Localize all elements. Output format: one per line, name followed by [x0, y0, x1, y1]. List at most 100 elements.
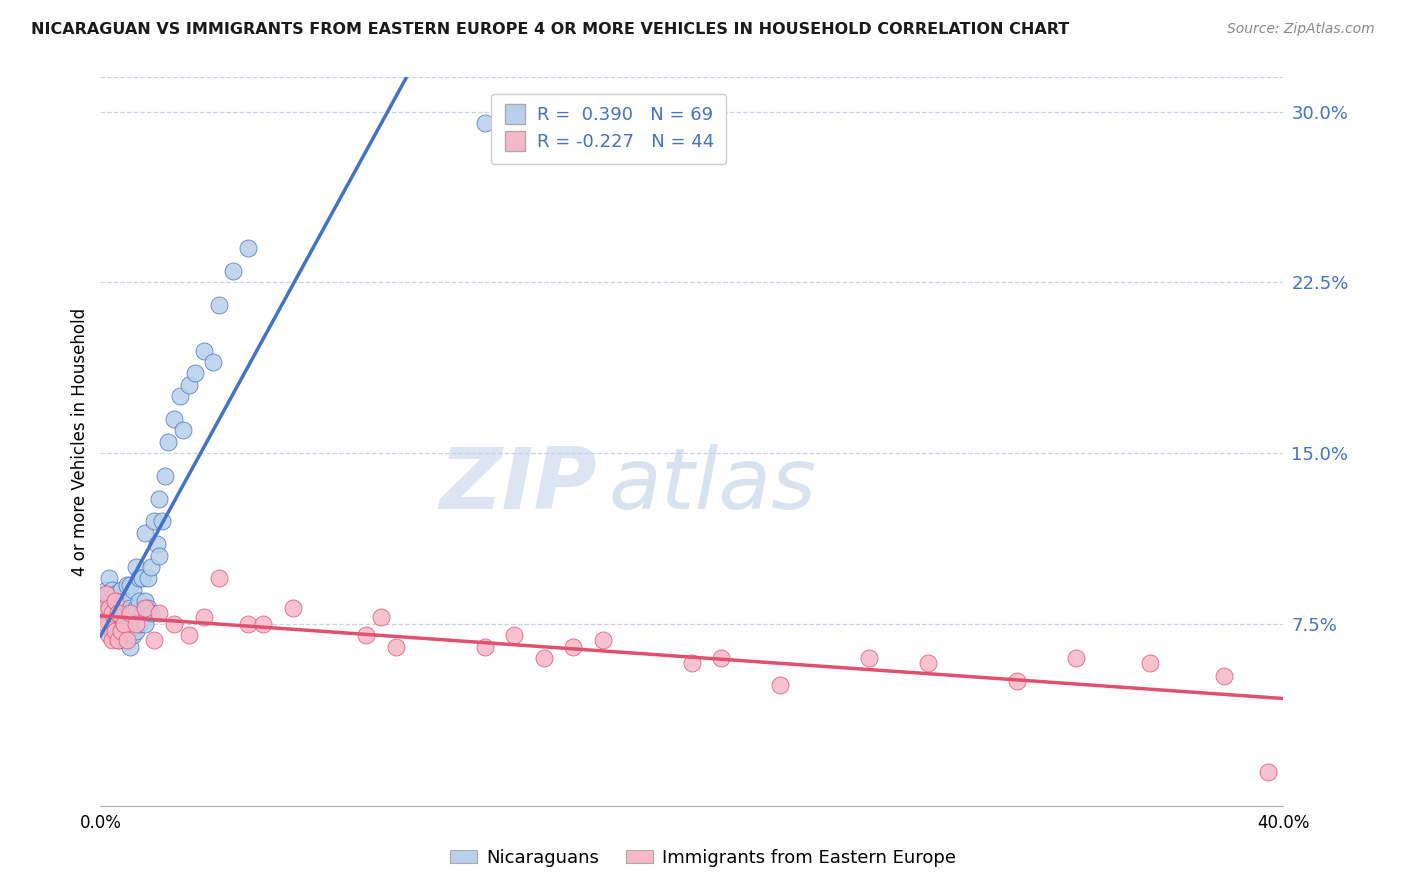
Point [122, 606, 145, 620]
Point [104, 601, 127, 615]
Text: ZIP: ZIP [440, 444, 598, 527]
Point [252, 616, 274, 631]
Point [98, 606, 121, 620]
Point [1257, 764, 1279, 779]
Point [562, 640, 585, 654]
Point [96, 616, 118, 631]
Point [110, 628, 132, 642]
Point [107, 606, 129, 620]
Point [101, 624, 124, 638]
Point [91, 606, 114, 620]
Point [155, 469, 177, 483]
Point [681, 656, 703, 670]
Point [134, 594, 156, 608]
Point [139, 560, 162, 574]
Point [115, 578, 138, 592]
Point [238, 616, 260, 631]
Point [125, 601, 148, 615]
Point [148, 549, 170, 563]
Point [177, 377, 200, 392]
Point [207, 571, 229, 585]
Point [98, 601, 121, 615]
Point [385, 640, 408, 654]
Point [101, 601, 124, 615]
Point [136, 601, 159, 615]
Point [110, 610, 132, 624]
Point [1139, 656, 1161, 670]
Point [163, 616, 186, 631]
Point [858, 651, 880, 665]
Point [104, 628, 127, 642]
Point [110, 582, 132, 597]
Point [118, 601, 141, 615]
Point [112, 594, 135, 608]
Point [125, 624, 148, 638]
Point [207, 298, 229, 312]
Point [101, 606, 124, 620]
Point [104, 587, 127, 601]
Point [1064, 651, 1087, 665]
Point [112, 632, 135, 647]
Point [125, 560, 148, 574]
Point [281, 601, 304, 615]
Point [917, 656, 939, 670]
Point [177, 628, 200, 642]
Point [139, 606, 162, 620]
Point [172, 423, 194, 437]
Point [131, 571, 153, 585]
Point [118, 616, 141, 631]
Point [115, 606, 138, 620]
Point [1005, 673, 1028, 688]
Point [474, 640, 496, 654]
Point [96, 610, 118, 624]
Point [118, 606, 141, 620]
Point [128, 571, 150, 585]
Point [134, 601, 156, 615]
Point [118, 640, 141, 654]
Point [193, 343, 215, 358]
Point [142, 515, 165, 529]
Point [157, 434, 180, 449]
Legend: R =  0.390   N = 69, R = -0.227   N = 44: R = 0.390 N = 69, R = -0.227 N = 44 [492, 94, 727, 164]
Point [104, 624, 127, 638]
Point [98, 571, 121, 585]
Point [163, 412, 186, 426]
Y-axis label: 4 or more Vehicles in Household: 4 or more Vehicles in Household [72, 308, 89, 576]
Point [107, 632, 129, 647]
Point [98, 594, 121, 608]
Point [152, 515, 174, 529]
Point [184, 367, 207, 381]
Point [145, 537, 167, 551]
Point [112, 616, 135, 631]
Point [356, 628, 378, 642]
Point [474, 116, 496, 130]
Text: Source: ZipAtlas.com: Source: ZipAtlas.com [1227, 22, 1375, 37]
Point [592, 632, 614, 647]
Text: NICARAGUAN VS IMMIGRANTS FROM EASTERN EUROPE 4 OR MORE VEHICLES IN HOUSEHOLD COR: NICARAGUAN VS IMMIGRANTS FROM EASTERN EU… [31, 22, 1069, 37]
Point [107, 632, 129, 647]
Point [101, 632, 124, 647]
Point [128, 594, 150, 608]
Point [503, 628, 526, 642]
Point [115, 632, 138, 647]
Point [110, 624, 132, 638]
Point [112, 616, 135, 631]
Point [91, 601, 114, 615]
Point [769, 678, 792, 692]
Text: atlas: atlas [609, 444, 817, 527]
Point [104, 594, 127, 608]
Point [118, 578, 141, 592]
Legend: Nicaraguans, Immigrants from Eastern Europe: Nicaraguans, Immigrants from Eastern Eur… [443, 842, 963, 874]
Point [134, 525, 156, 540]
Point [122, 628, 145, 642]
Point [142, 632, 165, 647]
Point [125, 616, 148, 631]
Point [128, 616, 150, 631]
Point [370, 610, 392, 624]
Point [238, 241, 260, 255]
Point [148, 606, 170, 620]
Point [131, 606, 153, 620]
Point [98, 616, 121, 631]
Point [136, 571, 159, 585]
Point [91, 594, 114, 608]
